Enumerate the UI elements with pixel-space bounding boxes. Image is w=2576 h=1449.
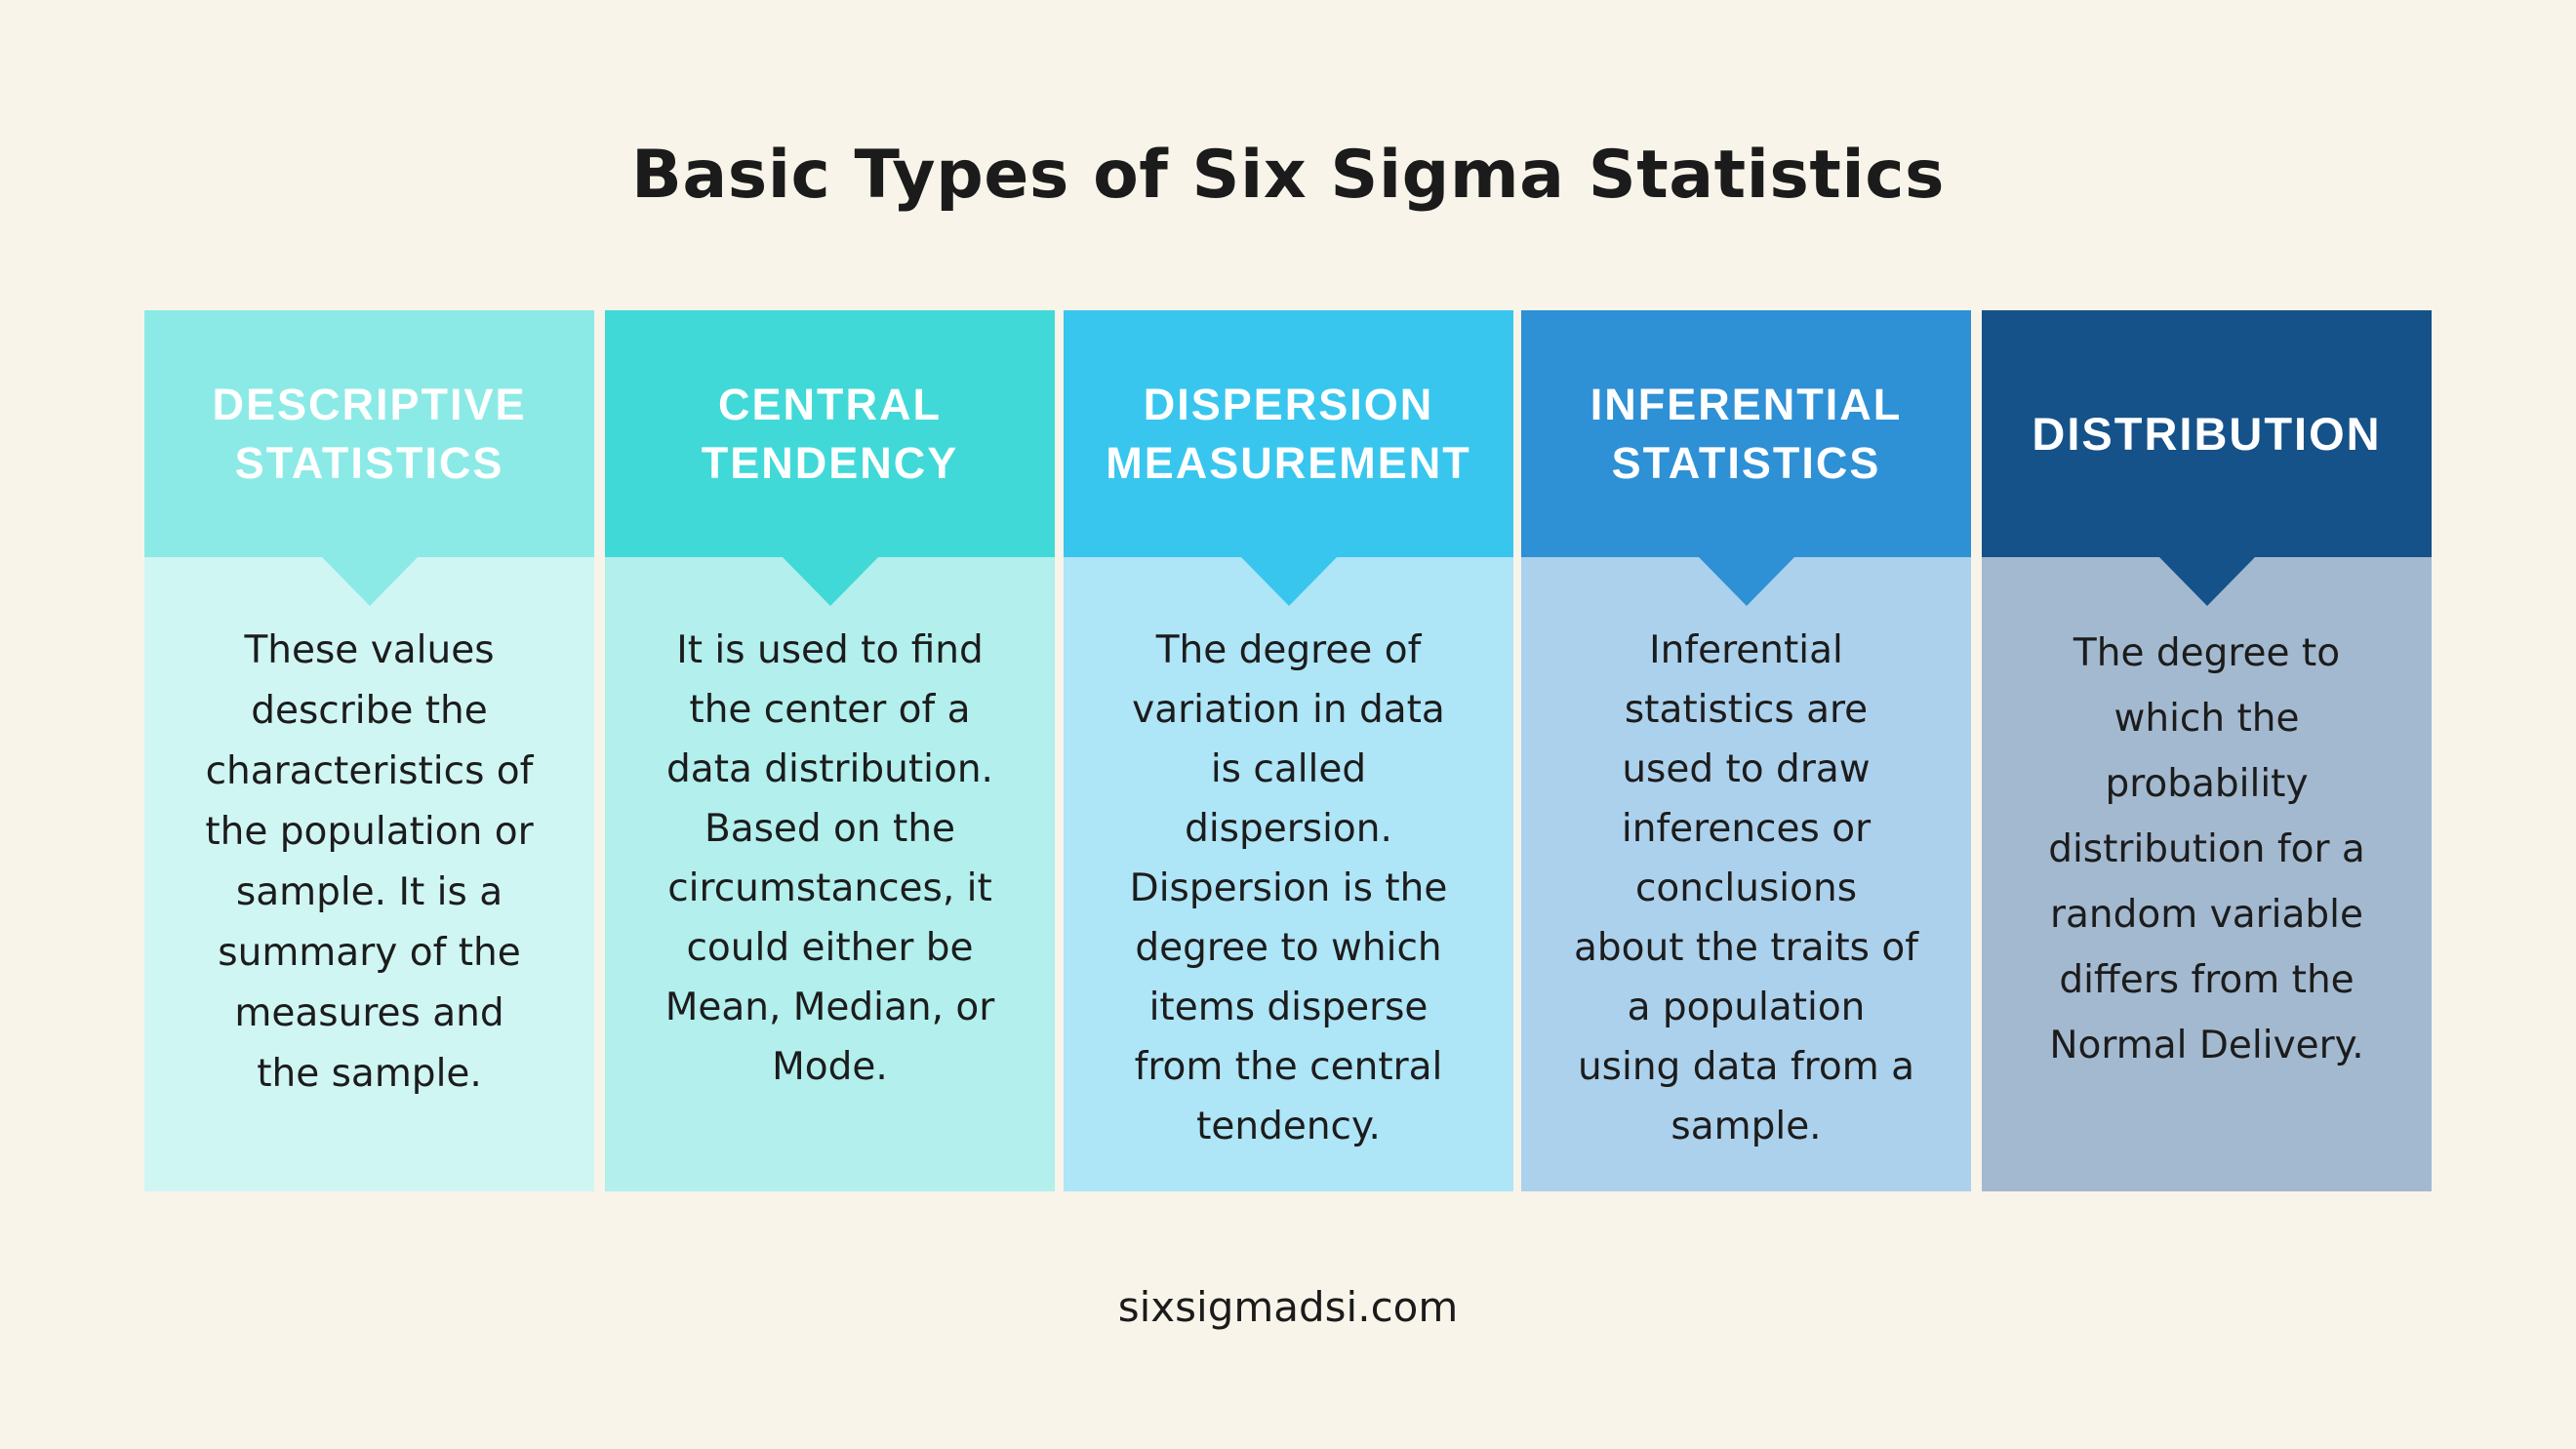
page-title: Basic Types of Six Sigma Statistics (631, 137, 1945, 214)
column-description: Inferential statistics are used to draw inf… (1521, 557, 1971, 1191)
description-line: random variable (2050, 893, 2363, 937)
column-card: DISTRIBUTION The degree to which the probab… (1982, 310, 2432, 1191)
column-header: DESCRIPTIVE STATISTICS (144, 310, 594, 557)
header-line: DISTRIBUTION (2032, 407, 2382, 460)
description-line: characteristics of (205, 749, 534, 793)
description-line: describe the (251, 689, 488, 733)
description-line: dispersion. (1185, 807, 1392, 851)
header-line: DISPERSION (1143, 379, 1434, 429)
description-line: sample. (1670, 1105, 1822, 1148)
column-header: CENTRAL TENDENCY (605, 310, 1055, 557)
column-card: DISPERSION MEASUREMENT The degree of variat… (1064, 310, 1513, 1191)
column-description: These values describe the characteristics … (144, 557, 594, 1191)
column-description: It is used to find the center of a data di… (605, 557, 1055, 1191)
description-line: differs from the (2059, 958, 2355, 1002)
column-description: The degree to which the probability distrib… (1982, 557, 2432, 1191)
column-card: DESCRIPTIVE STATISTICS These values describ… (144, 310, 594, 1191)
description-line: These values (244, 628, 495, 672)
header-line: DESCRIPTIVE (212, 379, 527, 429)
description-line: Dispersion is the (1129, 866, 1448, 910)
column-card: CENTRAL TENDENCY It is used to find the cen… (605, 310, 1055, 1191)
pointer-triangle (1240, 557, 1337, 606)
header-line: STATISTICS (234, 437, 504, 488)
description-line: measures and (234, 991, 504, 1035)
description-line: which the (2113, 697, 2300, 741)
description-line: circumstances, it (667, 866, 992, 910)
description-line: the population or (205, 810, 534, 854)
column-header: DISTRIBUTION (1982, 310, 2432, 557)
header-line: STATISTICS (1611, 437, 1881, 488)
description-line: used to draw (1622, 747, 1871, 791)
description-line: The degree to (2073, 631, 2341, 675)
description-line: distribution for a (2048, 827, 2365, 871)
description-line: inferences or (1621, 807, 1872, 851)
description-line: is called (1210, 747, 1367, 791)
description-line: items disperse (1148, 986, 1429, 1029)
header-line: INFERENTIAL (1590, 379, 1903, 429)
column-header: DISPERSION MEASUREMENT (1064, 310, 1513, 557)
description-line: Based on the (704, 807, 956, 851)
description-line: data distribution. (666, 747, 993, 791)
description-line: variation in data (1132, 688, 1445, 732)
description-line: The degree of (1155, 628, 1422, 672)
header-line: TENDENCY (701, 437, 959, 488)
description-line: the center of a (689, 688, 971, 732)
pointer-triangle (321, 557, 418, 606)
description-line: a population (1627, 986, 1866, 1029)
footer-website: sixsigmadsi.com (1117, 1283, 1459, 1331)
description-line: the sample. (257, 1052, 482, 1096)
description-line: from the central (1134, 1045, 1443, 1089)
column-header: INFERENTIAL STATISTICS (1521, 310, 1971, 557)
description-line: Inferential (1649, 628, 1843, 672)
column-description: The degree of variation in data is called d… (1064, 557, 1513, 1191)
column-card: INFERENTIAL STATISTICS Inferential statisti… (1521, 310, 1971, 1191)
pointer-triangle (782, 557, 878, 606)
header-line: MEASUREMENT (1106, 437, 1471, 488)
description-line: could either be (686, 926, 974, 970)
description-line: tendency. (1196, 1105, 1381, 1148)
description-line: degree to which (1135, 926, 1442, 970)
description-line: It is used to find (676, 628, 984, 672)
pointer-triangle (1698, 557, 1794, 606)
description-line: summary of the (218, 931, 521, 975)
pointer-triangle (2158, 557, 2255, 606)
description-line: probability (2105, 762, 2309, 806)
description-line: conclusions (1634, 866, 1858, 910)
description-line: Mode. (772, 1045, 888, 1089)
description-line: Normal Delivery. (2049, 1024, 2364, 1067)
description-line: Mean, Median, or (664, 986, 995, 1029)
description-line: about the traits of (1574, 926, 1918, 970)
description-line: sample. It is a (235, 870, 503, 914)
description-line: statistics are (1624, 688, 1869, 732)
header-line: CENTRAL (718, 379, 942, 429)
description-line: using data from a (1577, 1045, 1915, 1089)
